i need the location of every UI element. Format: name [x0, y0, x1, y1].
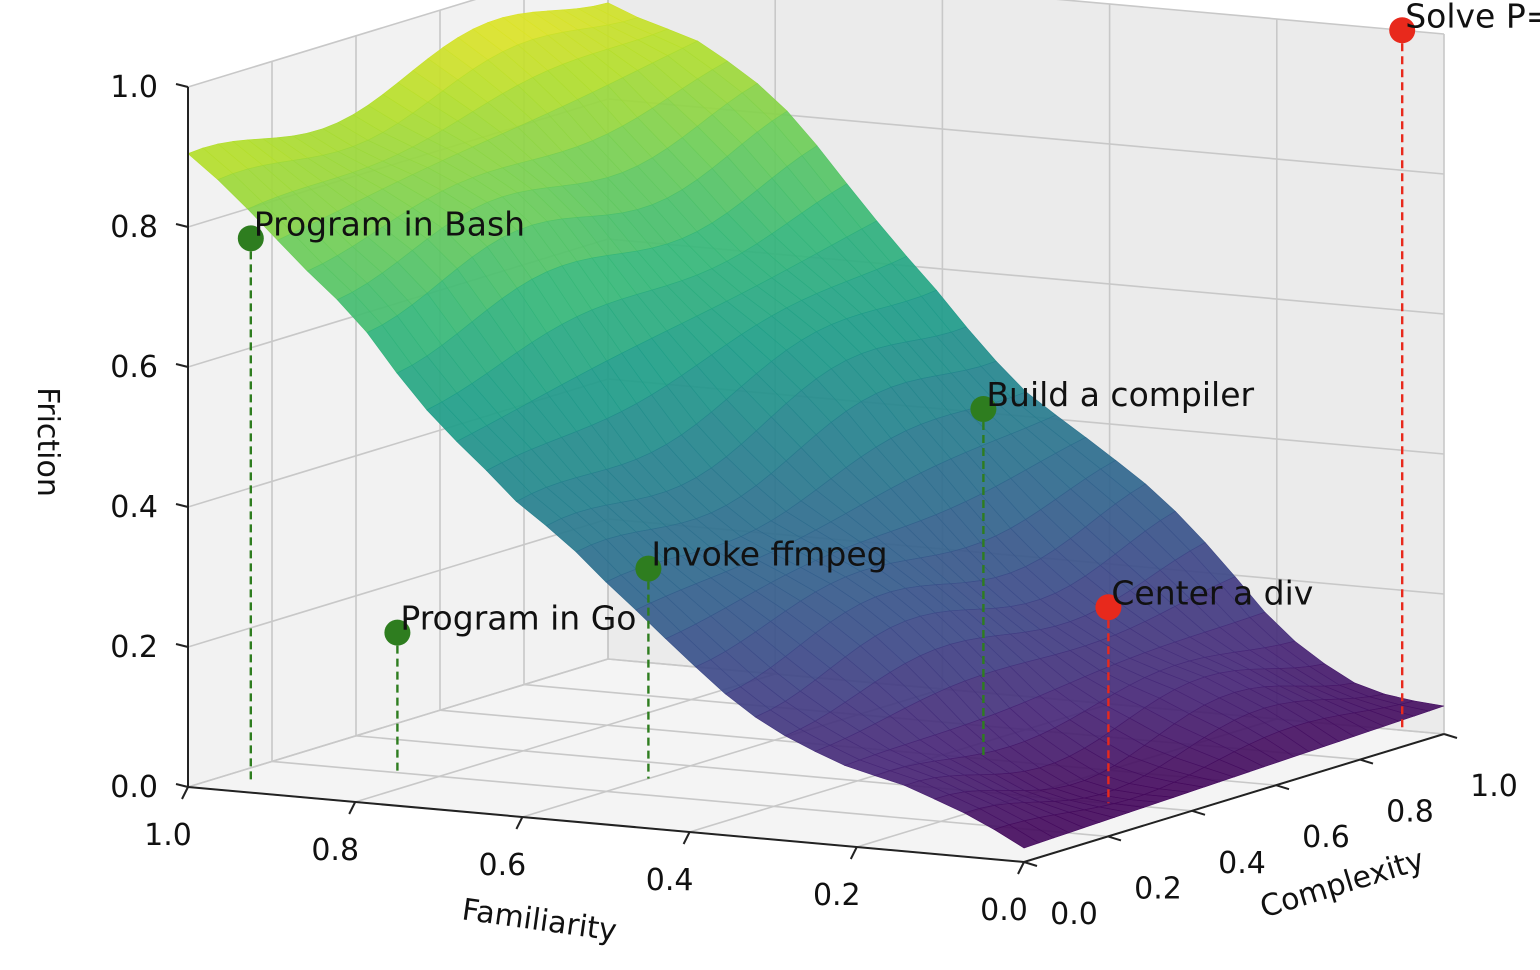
y-tick-label: 1.0 [1470, 769, 1518, 804]
data-point [970, 395, 997, 422]
x-tick-label: 0.8 [311, 833, 359, 868]
y-tick-mark [1023, 861, 1038, 867]
z-tick-mark [175, 223, 189, 228]
point-label: Program in Go [400, 599, 636, 638]
y-tick-label: 0.4 [1218, 846, 1266, 881]
x-tick-mark [849, 846, 858, 860]
point-label: Invoke ffmpeg [651, 535, 887, 574]
grid-line-back-z [1056, 0, 1445, 35]
z-tick-mark [175, 503, 189, 508]
x-tick-label: 1.0 [144, 818, 192, 853]
z-tick-label: 1.0 [110, 70, 158, 105]
grid-line-left-z [187, 0, 477, 88]
data-point [384, 619, 411, 646]
x-tick-label: 0.6 [479, 848, 527, 883]
data-point [1095, 594, 1122, 621]
z-tick-mark [175, 643, 189, 648]
x-tick-mark [515, 816, 524, 830]
axis-lines [187, 87, 1445, 863]
z-tick-label: 0.4 [110, 490, 158, 525]
y-tick-label: 0.2 [1134, 871, 1182, 906]
grid-line-left-z [187, 518, 609, 648]
z-tick-label: 0.2 [110, 630, 158, 665]
y-axis-line [1023, 733, 1445, 863]
tick-labels: 1.0 0.8 0.6 0.4 0.2 0.0 0.0 0.2 0.4 0.6 0.8 1.0 0.0 0… [110, 70, 1518, 932]
point-label: Center a div [1111, 573, 1313, 612]
data-point [635, 555, 662, 582]
x-tick-label: 0.4 [646, 863, 694, 898]
z-tick-mark [175, 363, 189, 368]
point-label: Program in Bash [254, 204, 525, 243]
z-tick-label: 0.0 [110, 770, 158, 805]
z-tick-mark [175, 83, 189, 88]
x-tick-mark [348, 801, 357, 815]
y-tick-mark [1191, 809, 1206, 816]
y-tick-label: 0.6 [1302, 820, 1350, 855]
z-tick-label: 0.6 [110, 350, 158, 385]
grid-line-floor-f [354, 673, 776, 803]
x-axis-line [187, 786, 1025, 863]
y-tick-mark [1359, 758, 1374, 765]
x-tick-mark [1017, 861, 1025, 875]
x-tick-label: 0.0 [980, 893, 1028, 928]
x-axis-label: Familiarity [460, 892, 619, 948]
z-axis-label: Friction [30, 387, 65, 497]
y-tick-label: 0.8 [1386, 795, 1434, 830]
grid-line-floor-f [187, 658, 609, 788]
point-stems [249, 30, 1404, 804]
y-tick-mark [1107, 835, 1122, 842]
surface-patch [993, 824, 1040, 849]
friction-surface [187, 2, 1445, 849]
x-tick-mark [682, 831, 691, 845]
data-point [1389, 17, 1416, 44]
x-tick-mark [181, 786, 189, 800]
z-tick-mark [175, 783, 189, 788]
y-tick-label: 0.0 [1050, 897, 1098, 932]
z-tick-label: 0.8 [110, 210, 158, 245]
y-tick-mark [1275, 784, 1290, 791]
data-point [237, 225, 264, 252]
x-tick-label: 0.2 [813, 878, 861, 913]
data-points: Solve P=NP Program in Bash Build a compile… [237, 0, 1540, 646]
y-tick-mark [1443, 733, 1458, 739]
point-label: Build a compiler [986, 375, 1254, 414]
grid-line-floor-c [271, 760, 1109, 838]
point-label: Solve P=NP [1405, 0, 1540, 35]
